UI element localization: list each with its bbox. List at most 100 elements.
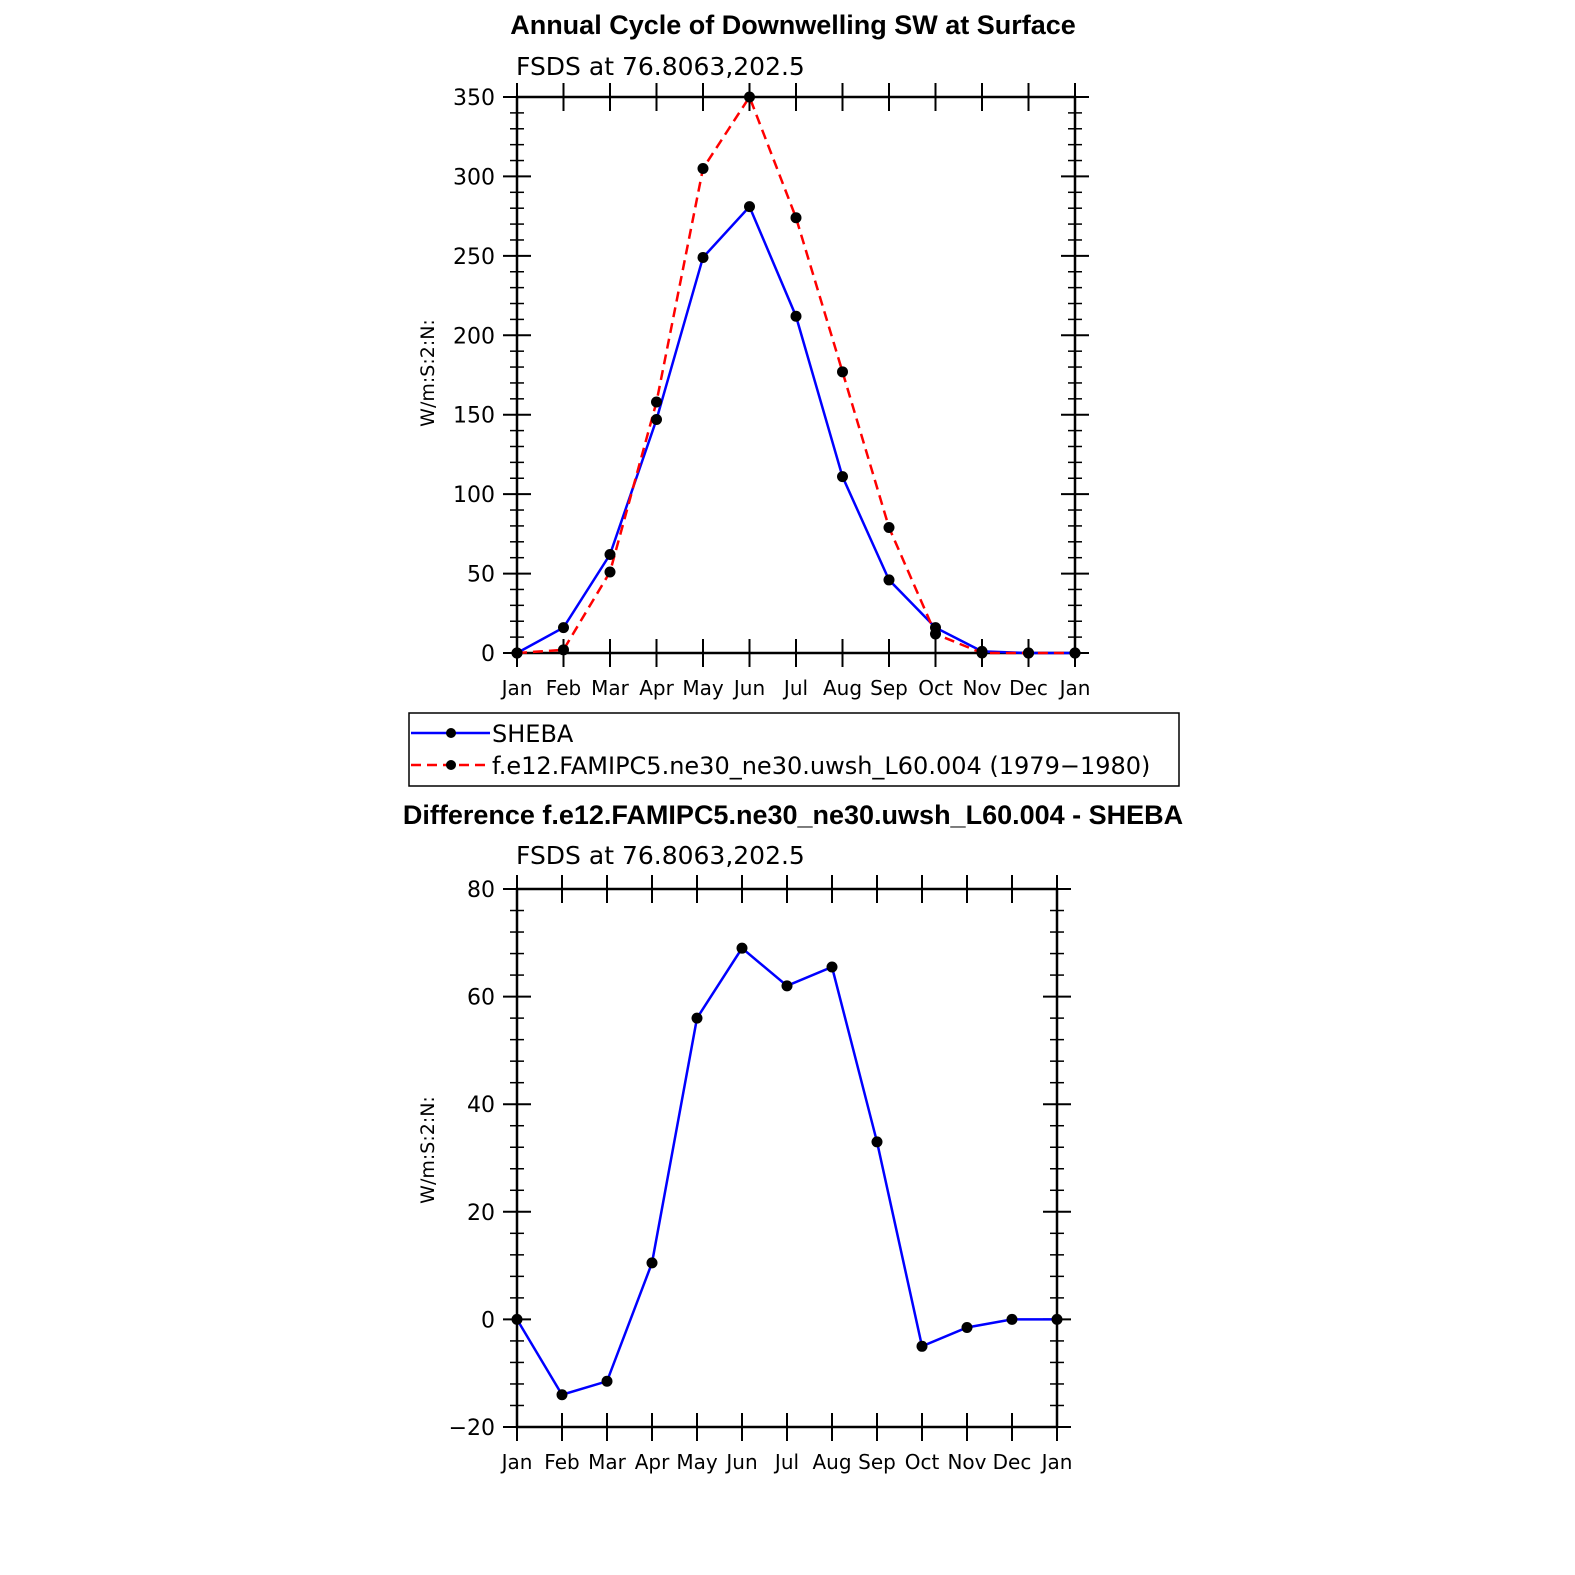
- c1-data-point: [1023, 647, 1034, 659]
- chart2-series: [511, 942, 1063, 1401]
- c1-data-point: [930, 628, 941, 640]
- legend-label-model: f.e12.FAMIPC5.ne30_ne30.uwsh_L60.004 (19…: [492, 752, 1150, 780]
- c1-x-tick-label: Apr: [639, 676, 674, 700]
- c1-data-point: [604, 566, 616, 578]
- chart2-y-axis-title: W/m:S:2:N:: [417, 1096, 439, 1204]
- chart1-axes: [503, 83, 1089, 667]
- c2-x-tick-label: Jul: [773, 1450, 799, 1474]
- c1-data-point: [837, 366, 848, 378]
- difference-chart: Difference f.e12.FAMIPC5.ne30_ne30.uwsh_…: [403, 800, 1183, 1474]
- c2-y-tick-label: 60: [467, 986, 495, 1011]
- c1-y-tick-label: 150: [453, 404, 495, 429]
- c1-x-tick-label: May: [682, 676, 724, 700]
- c2-x-tick-label: Feb: [544, 1450, 579, 1474]
- c1-y-tick-label: 0: [481, 642, 495, 667]
- c1-data-point: [883, 574, 895, 586]
- c1-x-tick-label: Mar: [591, 676, 630, 700]
- c2-x-tick-label: Mar: [588, 1450, 627, 1474]
- chart2-subtitle: FSDS at 76.8063,202.5: [516, 841, 805, 870]
- chart1-x-tick-labels: Jan Feb Mar Apr May Jun Jul Aug Sep Oct Nov Dec Jan: [500, 676, 1091, 700]
- c1-x-tick-label: Jun: [732, 676, 765, 700]
- chart2-x-tick-labels: Jan Feb Mar Apr May Jun Jul Aug Sep Oct Nov Dec Jan: [500, 1450, 1073, 1474]
- c1-x-tick-label: Sep: [870, 676, 908, 700]
- c1-data-point: [651, 396, 662, 408]
- c2-y-tick-label: 0: [481, 1308, 495, 1333]
- legend-label-sheba: SHEBA: [492, 720, 574, 748]
- c2-data-point: [556, 1389, 568, 1401]
- c2-x-tick-label: Dec: [993, 1450, 1032, 1474]
- c1-x-tick-label: Jul: [782, 676, 808, 700]
- chart1-legend: SHEBA f.e12.FAMIPC5.ne30_ne30.uwsh_L60.0…: [408, 712, 1180, 787]
- c1-y-tick-label: 100: [453, 483, 495, 508]
- legend-marker-sheba: [446, 728, 456, 738]
- c1-data-point: [651, 413, 662, 425]
- c1-y-tick-label: 350: [453, 86, 495, 111]
- chart1-title: Annual Cycle of Downwelling SW at Surfac…: [510, 10, 1076, 40]
- c2-x-tick-label: Jan: [500, 1450, 533, 1474]
- c1-data-point: [883, 522, 895, 534]
- c2-data-point: [601, 1375, 613, 1387]
- c2-data-point: [736, 942, 748, 954]
- c1-data-point: [837, 471, 848, 483]
- c2-data-point: [1006, 1313, 1018, 1325]
- c1-x-tick-label: Dec: [1009, 676, 1048, 700]
- c1-data-point: [697, 251, 709, 263]
- c1-data-point: [697, 162, 709, 174]
- c1-data-point: [511, 647, 523, 659]
- c2-y-tick-label: 20: [467, 1201, 495, 1226]
- c2-data-point: [781, 980, 793, 992]
- c2-y-tick-label: 80: [467, 878, 495, 903]
- legend-entry-model: f.e12.FAMIPC5.ne30_ne30.uwsh_L60.004 (19…: [411, 752, 1150, 780]
- c2-data-point: [1051, 1313, 1063, 1325]
- c1-data-point: [790, 310, 802, 322]
- c2-series-line-0: [515, 946, 1057, 1397]
- c1-x-tick-label: Feb: [546, 676, 581, 700]
- c1-x-tick-label: Oct: [918, 676, 953, 700]
- chart2-axes: [503, 875, 1071, 1441]
- c2-plot-frame: [515, 887, 1059, 1429]
- c1-x-tick-label: Nov: [962, 676, 1001, 700]
- c2-x-tick-label: Jan: [1040, 1450, 1073, 1474]
- c1-data-point: [604, 549, 616, 561]
- c1-y-tick-label: 300: [453, 165, 495, 190]
- c2-x-tick-label: May: [676, 1450, 718, 1474]
- legend-marker-model: [446, 760, 456, 770]
- chart1-series: [511, 91, 1081, 659]
- c2-data-point: [646, 1257, 658, 1269]
- c1-x-tick-label: Jan: [500, 676, 533, 700]
- annual-cycle-chart: Annual Cycle of Downwelling SW at Surfac…: [417, 10, 1090, 700]
- c1-x-tick-label: Jan: [1058, 676, 1091, 700]
- chart1-y-axis-title: W/m:S:2:N:: [417, 319, 439, 427]
- c2-data-point: [871, 1136, 883, 1148]
- c2-x-tick-label: Sep: [858, 1450, 896, 1474]
- c2-y-tick-label: −20: [449, 1416, 495, 1441]
- c1-data-point: [744, 201, 755, 213]
- c2-data-point: [961, 1321, 973, 1333]
- c2-data-point: [826, 961, 838, 973]
- c2-data-point: [511, 1313, 523, 1325]
- chart1-subtitle: FSDS at 76.8063,202.5: [516, 52, 805, 81]
- c2-x-tick-label: Aug: [812, 1450, 851, 1474]
- c1-data-point: [558, 644, 569, 656]
- c2-x-tick-label: Apr: [635, 1450, 670, 1474]
- c2-data-point: [691, 1012, 703, 1024]
- c1-data-point: [558, 622, 569, 634]
- c1-x-tick-label: Aug: [823, 676, 862, 700]
- c1-data-point: [1069, 647, 1081, 659]
- c1-data-point: [976, 647, 988, 659]
- c1-data-point: [744, 91, 755, 103]
- chart2-y-tick-labels: −20 0 20 40 60 80: [449, 878, 495, 1441]
- c2-x-tick-label: Jun: [724, 1450, 757, 1474]
- legend-box: [408, 712, 1180, 787]
- c1-y-tick-label: 200: [453, 324, 495, 349]
- c2-x-tick-label: Nov: [947, 1450, 986, 1474]
- chart2-title: Difference f.e12.FAMIPC5.ne30_ne30.uwsh_…: [403, 800, 1183, 830]
- c2-y-tick-label: 40: [467, 1093, 495, 1118]
- c1-y-tick-label: 250: [453, 245, 495, 270]
- c1-data-point: [790, 212, 802, 224]
- c2-x-tick-label: Oct: [905, 1450, 940, 1474]
- c1-y-tick-label: 50: [467, 563, 495, 588]
- c2-data-point: [916, 1340, 928, 1352]
- chart1-y-tick-labels: 0 50 100 150 200 250 300 350: [453, 86, 495, 667]
